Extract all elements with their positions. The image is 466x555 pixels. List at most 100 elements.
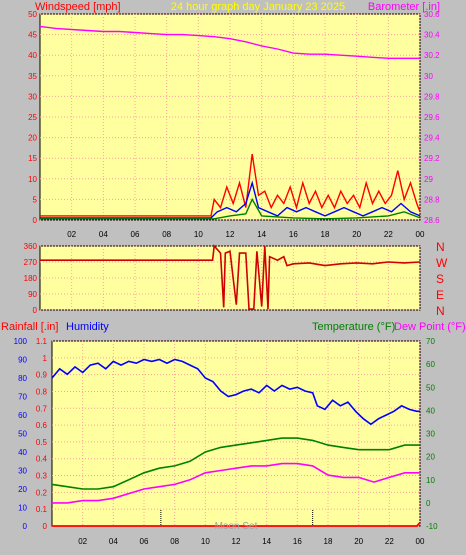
x-tick-label: 04: [99, 230, 108, 239]
rainfall-tick-label: 0.8: [36, 387, 48, 396]
rain-humidity-temp-panel: 0 0.1 0.2 0.3 0.4 0.5 0.6 0.7 0.8 0.9 1 1.1 0 10 20 30 4…: [14, 337, 438, 546]
wind-average-line: [40, 180, 421, 219]
windspeed-tick-label: 5: [33, 195, 38, 204]
x-tick-label: 00: [416, 230, 425, 239]
barometer-tick-label: 29.8: [424, 92, 440, 101]
humidity-tick-label: 40: [18, 448, 27, 457]
temperature-tick-label: -10: [426, 522, 438, 531]
rainfall-tick-label: 1.1: [36, 337, 48, 346]
rainfall-tick-label: 0.5: [36, 438, 48, 447]
direction-tick-label: 0: [33, 306, 38, 315]
humidity-tick-label: 10: [18, 504, 27, 513]
windspeed-tick-label: 25: [28, 113, 37, 122]
compass-label: W: [436, 256, 448, 270]
humidity-tick-label: 80: [18, 374, 27, 383]
temperature-tick-label: 10: [426, 476, 435, 485]
barometer-tick-label: 29.4: [424, 134, 440, 143]
rainfall-tick-label: 0.4: [36, 455, 48, 464]
barometer-tick-label: 29.2: [424, 154, 440, 163]
x-tick-label: 08: [162, 230, 171, 239]
temperature-tick-label: 50: [426, 383, 435, 392]
temperature-tick-label: 40: [426, 406, 435, 415]
rainfall-tick-label: 0.1: [36, 505, 48, 514]
barometer-tick-label: 29: [424, 175, 433, 184]
x-tick-label: 02: [67, 230, 76, 239]
x-tick-label: 18: [321, 230, 330, 239]
wind-base-line: [40, 197, 421, 220]
windspeed-tick-label: 0: [33, 216, 38, 225]
direction-tick-label: 180: [24, 274, 38, 283]
wind-gust-line: [40, 153, 421, 217]
x-tick-label: 06: [140, 537, 149, 546]
rainfall-tick-label: 0.2: [36, 488, 48, 497]
x-tick-label: 12: [232, 537, 241, 546]
temperature-tick-label: 0: [426, 499, 431, 508]
dewpoint-legend: Dew Point (°F): [394, 321, 466, 333]
x-tick-label: 20: [352, 230, 361, 239]
windspeed-tick-label: 30: [28, 92, 37, 101]
dewpoint-line: [52, 462, 420, 504]
rainfall-legend: Rainfall [.in]: [1, 321, 58, 333]
windspeed-tick-label: 35: [28, 72, 37, 81]
rainfall-tick-label: 0.6: [36, 421, 48, 430]
rainfall-tick-label: 1: [43, 354, 48, 363]
rainfall-tick-label: 0: [43, 522, 48, 531]
x-tick-label: 12: [226, 230, 235, 239]
x-tick-label: 14: [257, 230, 266, 239]
barometer-tick-label: 28.6: [424, 216, 440, 225]
compass-label: N: [436, 240, 445, 254]
windspeed-tick-label: 40: [28, 51, 37, 60]
x-tick-label: 10: [201, 537, 210, 546]
barometer-tick-label: 30.2: [424, 51, 440, 60]
direction-tick-label: 270: [24, 258, 38, 267]
x-tick-label: 10: [194, 230, 203, 239]
humidity-legend: Humidity: [66, 321, 109, 333]
temperature-tick-label: 70: [426, 337, 435, 346]
x-tick-label: 02: [78, 537, 87, 546]
humidity-line: [51, 358, 420, 426]
direction-line: [40, 244, 421, 310]
barometer-axis-title: Barometer [.in]: [368, 1, 440, 13]
wind-direction-panel: 0 N 90 E 180 S 270 W 360 N: [24, 240, 448, 318]
windspeed-axis-title: Windspeed [mph]: [35, 1, 121, 13]
humidity-tick-label: 100: [14, 337, 28, 346]
temperature-tick-label: 60: [426, 360, 435, 369]
x-tick-label: 06: [131, 230, 140, 239]
x-tick-label: 22: [385, 537, 394, 546]
barometer-tick-label: 30.4: [424, 31, 440, 40]
x-tick-label: 00: [416, 537, 425, 546]
temperature-tick-label: 20: [426, 453, 435, 462]
barometer-tick-label: 30: [424, 72, 433, 81]
barometer-line: [39, 25, 420, 59]
direction-tick-label: 90: [28, 290, 37, 299]
x-tick-label: 18: [324, 537, 333, 546]
rainfall-tick-label: 0.9: [36, 371, 48, 380]
moon-set-label: Moon Set: [215, 521, 258, 532]
barometer-tick-label: 29.6: [424, 113, 440, 122]
graph-date-title: 24 hour graph day January 23 2025: [171, 1, 345, 13]
humidity-tick-label: 70: [18, 393, 27, 402]
humidity-tick-label: 0: [23, 522, 28, 531]
wind-baro-panel: 0 5 10 15 20 25 30 35 40 45 50 28.6 28.8 29 29.2 29.4 29…: [28, 10, 440, 239]
windspeed-tick-label: 50: [28, 10, 37, 19]
compass-label: S: [436, 272, 444, 286]
humidity-tick-label: 30: [18, 467, 27, 476]
windspeed-tick-label: 15: [28, 154, 37, 163]
x-tick-label: 16: [293, 537, 302, 546]
temperature-line: [51, 437, 420, 490]
rainfall-line: [52, 521, 421, 527]
x-tick-label: 14: [262, 537, 271, 546]
x-tick-label: 20: [354, 537, 363, 546]
humidity-tick-label: 50: [18, 430, 27, 439]
x-tick-label: 04: [109, 537, 118, 546]
compass-label: N: [436, 304, 445, 318]
compass-label: E: [436, 288, 444, 302]
x-tick-label: 16: [289, 230, 298, 239]
humidity-tick-label: 90: [18, 356, 27, 365]
rainfall-tick-label: 0.7: [36, 404, 48, 413]
barometer-tick-label: 28.8: [424, 195, 440, 204]
direction-tick-label: 360: [24, 242, 38, 251]
humidity-tick-label: 20: [18, 485, 27, 494]
x-tick-label: 22: [384, 230, 393, 239]
